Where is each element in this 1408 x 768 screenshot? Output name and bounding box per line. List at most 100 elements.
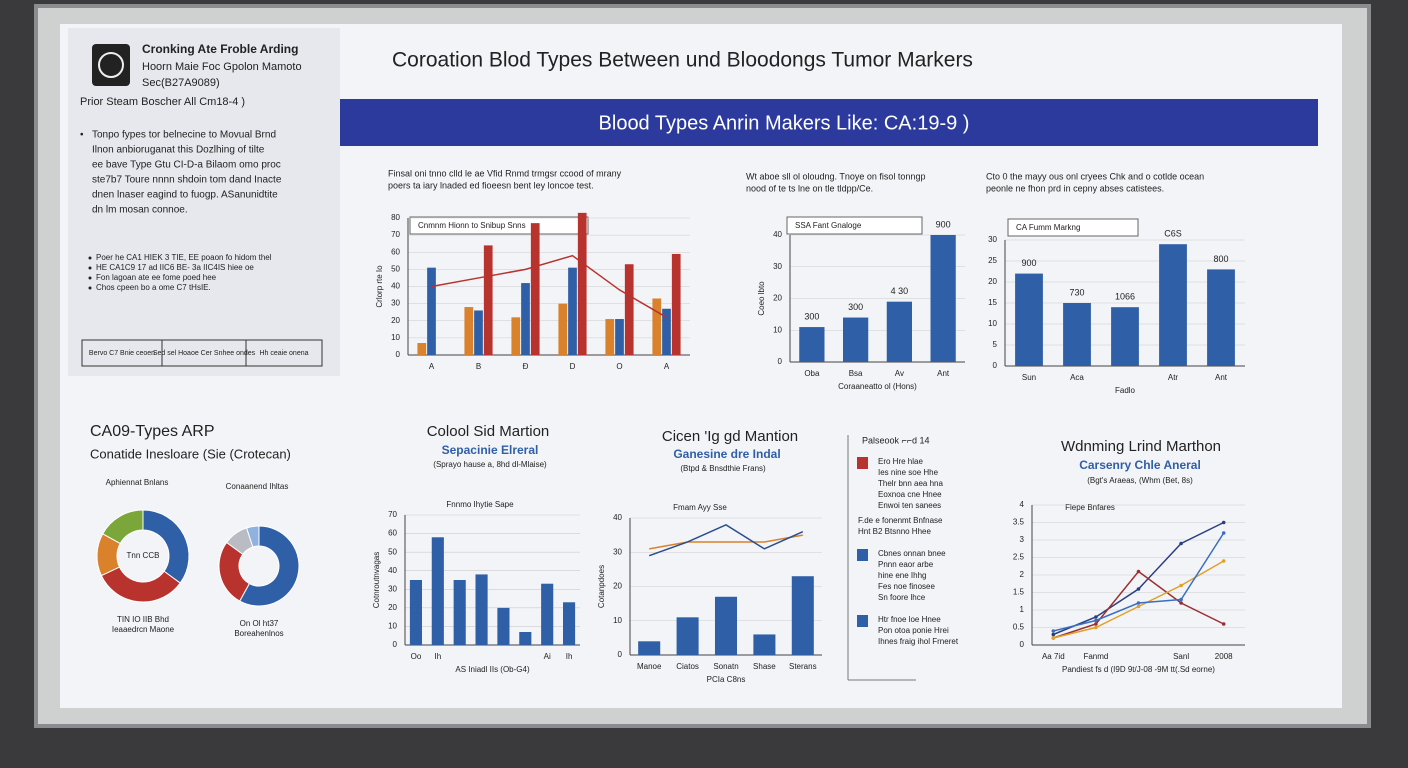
legend-panel-text: Pnnn eaor arbe <box>878 560 934 569</box>
y-tick-label: 4 <box>1020 500 1025 509</box>
x-axis-label: Coraaneatto ol (Hons) <box>838 382 917 391</box>
sidebar-paragraph: Ilnon anbioruganat this Dozlhing of tilt… <box>92 145 265 156</box>
note: peonle ne fhon prd in cepny abses catist… <box>986 183 1164 193</box>
x-tick-label: Aa 7id <box>1042 652 1065 661</box>
legend-panel-text: Ies nine soe Hhe <box>878 468 939 477</box>
section-note: (Sprayo hause a, 8hd dl-Mlaise) <box>433 460 547 469</box>
bar <box>843 317 869 362</box>
chart-title-box <box>786 216 923 235</box>
bar <box>671 253 681 355</box>
x-tick-label: B <box>476 362 481 371</box>
sidebar-subtitle: Prior Steam Boscher All Cm18-4 ) <box>80 96 245 108</box>
legend-panel-text: Hnt B2 Btsnno Hhee <box>858 527 931 536</box>
bullet-dot <box>88 286 92 290</box>
bar-label: 730 <box>1069 287 1084 297</box>
chart-title: Cnmnm Hionn to Snibup Snns <box>418 221 526 230</box>
legend-panel-text: Sn foore lhce <box>878 593 926 602</box>
x-axis-label: PCIa C8ns <box>707 675 746 684</box>
bar-label: 4 30 <box>891 286 909 296</box>
x-tick-label: Sun <box>1022 373 1036 382</box>
x-tick-label: Ih <box>566 652 573 661</box>
bar <box>483 245 493 355</box>
y-tick-label: 30 <box>388 584 397 593</box>
bar <box>511 317 521 355</box>
bar-label: C6S <box>1164 229 1182 239</box>
bar <box>930 235 956 362</box>
section-heading: Wdnming Lrind Marthon <box>1061 438 1221 455</box>
legend-panel-text: Ero Hre hlae <box>878 457 923 466</box>
legend-panel-text: Pon otoa ponie Hrei <box>878 626 949 635</box>
y-tick-label: 30 <box>613 547 622 556</box>
x-axis-label: Pandiest fs d (I9D 9t/J-08 -9M tt(.Sd eo… <box>1062 665 1215 674</box>
section-note: (Bgt's Araeas, (Whm (Bet, 8s) <box>1087 476 1193 485</box>
legend-panel-text: hine ene Ihhg <box>878 571 927 580</box>
info-box: Sed sel Hoaoe Cer Snhee ondes <box>153 350 256 357</box>
y-tick-label: 50 <box>388 547 397 556</box>
x-tick-label: 2008 <box>1215 652 1233 661</box>
y-tick-label: 5 <box>993 340 998 349</box>
x-tick-label: Sanl <box>1173 652 1189 661</box>
y-tick-label: 1 <box>1020 605 1025 614</box>
sidebar-title: Cronking Ate Froble Arding <box>142 42 298 56</box>
donut-caption: Ieaaedrcn Maone <box>112 625 175 634</box>
bar <box>464 307 474 355</box>
y-tick-label: 0 <box>1020 640 1025 649</box>
y-tick-label: 0 <box>393 640 398 649</box>
x-tick-label: Ih <box>434 652 441 661</box>
line <box>431 254 667 318</box>
bar <box>1063 303 1091 366</box>
bar <box>662 308 671 355</box>
y-axis-label: Crlorp rte Io <box>375 265 384 308</box>
banner-text: Blood Types Anrin Makers Like: CA:19-9 ) <box>599 112 970 134</box>
x-tick-label: D <box>570 362 576 371</box>
info-boxes <box>81 339 323 367</box>
chart-title: CA Fumm Markng <box>1016 223 1080 232</box>
y-tick-label: 20 <box>773 294 782 303</box>
section-heading: Cicen 'Ig gd Mantion <box>662 428 798 445</box>
y-tick-label: 10 <box>988 319 997 328</box>
y-tick-label: 70 <box>391 230 400 239</box>
donut-slice <box>102 509 144 545</box>
donut-slice <box>246 525 260 548</box>
logo-icon <box>98 52 124 78</box>
chart-title: Conaanend Ihltas <box>226 482 289 491</box>
legend-swatch <box>857 549 868 561</box>
y-tick-label: 70 <box>388 510 397 519</box>
legend-panel-text: Ihnes fraig ihol Frneret <box>878 637 959 646</box>
bar <box>563 602 576 645</box>
legend-panel-text: Eoxnoa cne Hnee <box>878 490 942 499</box>
bar <box>638 641 661 655</box>
x-tick-label: Manoe <box>637 662 662 671</box>
bar <box>577 212 587 355</box>
y-tick-label: 50 <box>391 264 400 273</box>
bar <box>676 617 699 655</box>
sidebar-paragraph: ste7b7 Toure nnnn shdoin tom dand Inacte <box>92 175 282 186</box>
bar <box>474 310 483 355</box>
y-tick-label: 10 <box>391 333 400 342</box>
section-note: (Btpd & Bnsdthie Frans) <box>680 464 766 473</box>
chart-title-box <box>1007 218 1139 237</box>
y-tick-label: 40 <box>391 282 400 291</box>
y-tick-label: 30 <box>391 299 400 308</box>
donut-caption: TIN IO IIB Bhd <box>117 615 169 624</box>
section-heading: Colool Sid Martion <box>427 423 550 440</box>
bar <box>475 574 488 645</box>
section-heading: CA09-Types ARP <box>90 423 215 440</box>
bar <box>753 634 776 655</box>
bar <box>1015 273 1043 366</box>
bar <box>417 343 427 355</box>
sidebar-paragraph: dnen lnaser eagind to fuogp. ASanunidtit… <box>92 190 278 201</box>
x-tick-label: O <box>616 362 622 371</box>
x-tick-label: Oba <box>804 369 820 378</box>
legend-panel-text: Htr fnoe loe Hnee <box>878 615 941 624</box>
donut-caption: On Ol ht37 <box>240 619 279 628</box>
line <box>1053 570 1225 639</box>
y-tick-label: 2.5 <box>1013 553 1025 562</box>
bar <box>519 632 532 645</box>
y-tick-label: 40 <box>388 566 397 575</box>
donut-center: Tnn CCB <box>127 551 160 560</box>
sidebar-paragraph: dn lm mosan connoe. <box>92 205 188 216</box>
info-box: Bervo C7 Bnie ceoen <box>89 350 155 357</box>
note: Finsal oni tnno clld le ae Vfid Rnmd trm… <box>388 168 622 178</box>
line <box>1053 532 1225 632</box>
